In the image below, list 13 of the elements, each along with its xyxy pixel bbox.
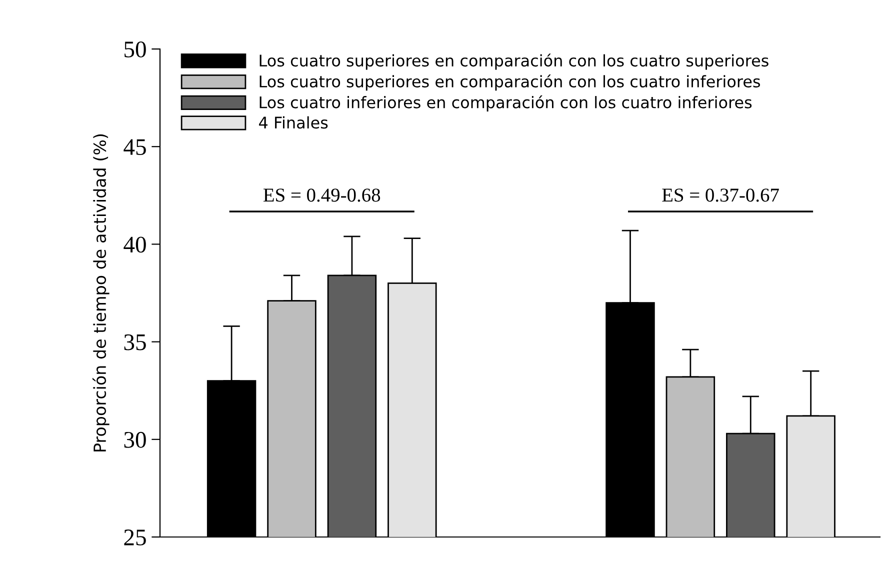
y-tick-label: 45 [124,139,146,156]
y-tick-label: 25 [124,530,146,546]
legend-label: Los cuatro superiores en comparación con los cuatro inferiores [260,74,760,91]
y-axis-title: Proporción de tiempo de actividad (%) [92,134,110,452]
y-tick-label: 35 [124,334,146,350]
y-tick-label: 30 [124,432,146,448]
legend-label: Los cuatro superiores en comparación con los cuatro superiores [260,54,768,70]
annotation: ES = 0.49-0.68 [263,188,380,202]
y-tick-label: 40 [124,236,146,253]
legend-label: 4 Finales [259,116,328,129]
legend-label: Los cuatro inferiores en comparación con los cuatro inferiores [260,95,752,112]
annotation: ES = 0.37-0.67 [662,188,779,202]
y-tick-label: 50 [124,41,146,58]
